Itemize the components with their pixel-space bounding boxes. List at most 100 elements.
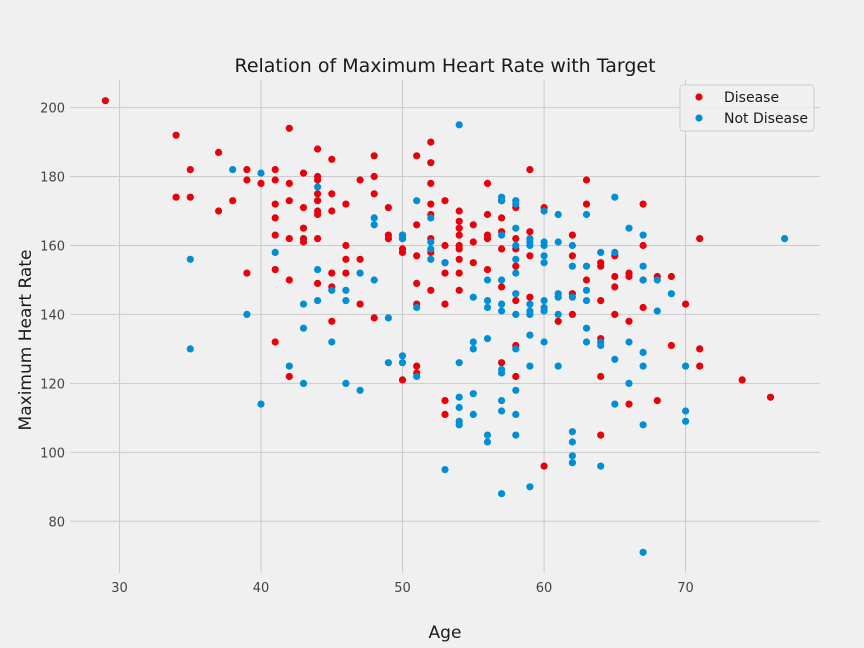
data-point xyxy=(356,176,364,184)
data-point xyxy=(625,317,633,325)
data-point xyxy=(229,197,237,205)
data-point xyxy=(271,214,279,222)
data-point xyxy=(356,269,364,277)
data-point xyxy=(427,138,435,146)
data-point xyxy=(342,200,350,208)
data-point xyxy=(271,266,279,274)
data-point xyxy=(215,207,223,215)
data-point xyxy=(328,286,336,294)
x-tick-label: 40 xyxy=(253,581,270,596)
data-point xyxy=(512,241,520,250)
data-point xyxy=(441,410,449,418)
data-point xyxy=(398,376,407,384)
data-point xyxy=(526,293,534,301)
data-point xyxy=(370,314,378,322)
data-point xyxy=(526,331,534,339)
data-point xyxy=(498,359,506,367)
data-point xyxy=(342,379,350,387)
data-point xyxy=(498,197,506,205)
data-point xyxy=(568,231,577,239)
data-point xyxy=(469,293,477,301)
data-point xyxy=(299,224,308,232)
data-point xyxy=(682,417,690,425)
data-point xyxy=(498,245,506,253)
data-point xyxy=(639,231,647,239)
data-point xyxy=(455,393,463,401)
data-point xyxy=(469,410,477,418)
data-point xyxy=(469,221,477,229)
data-point xyxy=(568,459,577,467)
data-point xyxy=(271,200,279,208)
data-point xyxy=(611,355,619,363)
data-point xyxy=(370,152,378,160)
data-point xyxy=(611,283,619,291)
data-point xyxy=(653,276,661,284)
data-point xyxy=(285,179,293,187)
data-point xyxy=(285,235,293,243)
data-point xyxy=(639,200,647,208)
y-tick-label: 160 xyxy=(40,239,65,254)
data-point xyxy=(512,345,520,353)
data-point xyxy=(597,262,605,270)
data-point xyxy=(101,97,109,105)
data-point xyxy=(512,431,520,439)
data-point xyxy=(271,338,279,346)
data-point xyxy=(512,310,520,318)
data-point xyxy=(540,252,548,260)
data-point xyxy=(455,245,463,253)
data-point xyxy=(243,166,251,174)
data-point xyxy=(582,262,591,270)
data-point xyxy=(696,345,704,353)
data-point xyxy=(512,410,520,418)
data-point xyxy=(540,338,548,346)
data-point xyxy=(611,248,619,256)
data-point xyxy=(413,221,421,229)
data-point xyxy=(611,310,619,318)
data-point xyxy=(314,176,322,184)
data-point xyxy=(682,362,690,370)
data-point xyxy=(413,279,421,287)
data-point xyxy=(243,269,251,277)
data-point xyxy=(498,407,506,415)
data-point xyxy=(526,241,534,250)
legend-box xyxy=(679,84,815,132)
data-point xyxy=(427,255,435,263)
data-point xyxy=(526,300,534,308)
data-point xyxy=(568,293,577,301)
data-point xyxy=(271,176,279,184)
data-point xyxy=(398,352,407,360)
data-point xyxy=(625,272,633,281)
data-point xyxy=(483,303,492,312)
data-point xyxy=(498,490,506,498)
data-point xyxy=(483,210,492,219)
data-point xyxy=(257,400,265,408)
data-point xyxy=(469,238,477,246)
data-point xyxy=(639,241,647,250)
data-point xyxy=(512,372,520,381)
data-point xyxy=(597,431,605,439)
data-point xyxy=(186,255,194,263)
data-point xyxy=(342,286,350,294)
x-tick-labels: 30 40 50 60 70 xyxy=(111,581,694,596)
data-points xyxy=(101,97,789,556)
data-point xyxy=(384,204,392,212)
data-point xyxy=(342,255,350,263)
data-point xyxy=(441,197,449,205)
data-point xyxy=(682,407,690,415)
data-point xyxy=(568,252,577,260)
data-point xyxy=(512,262,520,270)
data-point xyxy=(781,235,789,243)
data-point xyxy=(667,272,676,281)
data-point xyxy=(483,297,492,305)
data-point xyxy=(271,166,279,174)
data-point xyxy=(413,197,421,205)
data-point xyxy=(568,310,577,318)
data-point xyxy=(455,421,463,429)
data-point xyxy=(540,307,548,315)
data-point xyxy=(328,269,336,277)
data-point xyxy=(314,190,322,198)
x-tick-label: 60 xyxy=(536,581,553,596)
data-point xyxy=(526,252,534,260)
data-point xyxy=(314,145,322,153)
data-point xyxy=(682,300,690,308)
